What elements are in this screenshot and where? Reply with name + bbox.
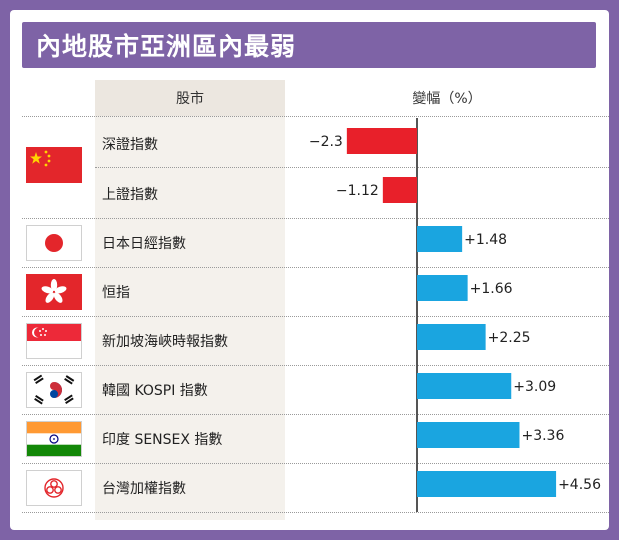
row-divider — [22, 414, 609, 415]
row-label-taiwan: 台灣加權指數 — [102, 481, 186, 497]
bar-0 — [346, 128, 417, 154]
bar-value-label-1: −1.12 — [336, 183, 379, 199]
chart-title: 內地股市亞洲區內最弱 — [36, 32, 297, 61]
row-divider — [22, 365, 609, 366]
india-flag-icon — [26, 421, 82, 457]
row-divider — [22, 116, 609, 117]
row-divider — [22, 267, 609, 268]
taiwan-flag-icon — [26, 470, 82, 506]
bar-1 — [382, 177, 417, 203]
south-korea-flag-icon — [26, 372, 82, 408]
row-label-kospi: 韓國 KOSPI 指數 — [102, 383, 208, 399]
row-divider — [95, 167, 609, 168]
row-label-sensex: 印度 SENSEX 指數 — [102, 432, 223, 448]
singapore-flag-icon — [26, 323, 82, 359]
hong-kong-flag-icon — [26, 274, 82, 310]
bar-6 — [417, 422, 520, 448]
row-label-shenzhen: 深證指數 — [102, 137, 158, 153]
bar-value-label-4: +2.25 — [488, 330, 531, 346]
row-label-singapore: 新加坡海峽時報指數 — [102, 334, 228, 350]
row-divider — [22, 512, 609, 513]
china-flag-icon — [26, 147, 82, 183]
bar-value-label-7: +4.56 — [558, 477, 601, 493]
bar-2 — [417, 226, 463, 252]
title-bar: 內地股市亞洲區內最弱 — [22, 22, 596, 68]
row-divider — [22, 218, 609, 219]
chart-card: 內地股市亞洲區內最弱 股市 變幅（%） 深證指數 上證指數 日本日經指數 恒指 … — [10, 10, 609, 530]
bar-3 — [417, 275, 468, 301]
row-label-nikkei: 日本日經指數 — [102, 236, 186, 252]
bar-value-label-0: −2.3 — [309, 134, 343, 150]
bar-value-label-6: +3.36 — [521, 428, 564, 444]
bar-value-label-3: +1.66 — [470, 281, 513, 297]
column-header-change: 變幅（%） — [412, 91, 482, 107]
bar-4 — [417, 324, 486, 350]
bar-value-label-5: +3.09 — [513, 379, 556, 395]
stock-column-background — [95, 116, 285, 520]
row-divider — [22, 463, 609, 464]
row-divider — [22, 316, 609, 317]
row-label-hang-seng: 恒指 — [102, 285, 130, 301]
bar-5 — [417, 373, 512, 399]
column-header-stock: 股市 — [95, 80, 285, 116]
bar-value-label-2: +1.48 — [464, 232, 507, 248]
row-label-shanghai: 上證指數 — [102, 187, 158, 203]
japan-flag-icon — [26, 225, 82, 261]
bar-7 — [417, 471, 557, 497]
